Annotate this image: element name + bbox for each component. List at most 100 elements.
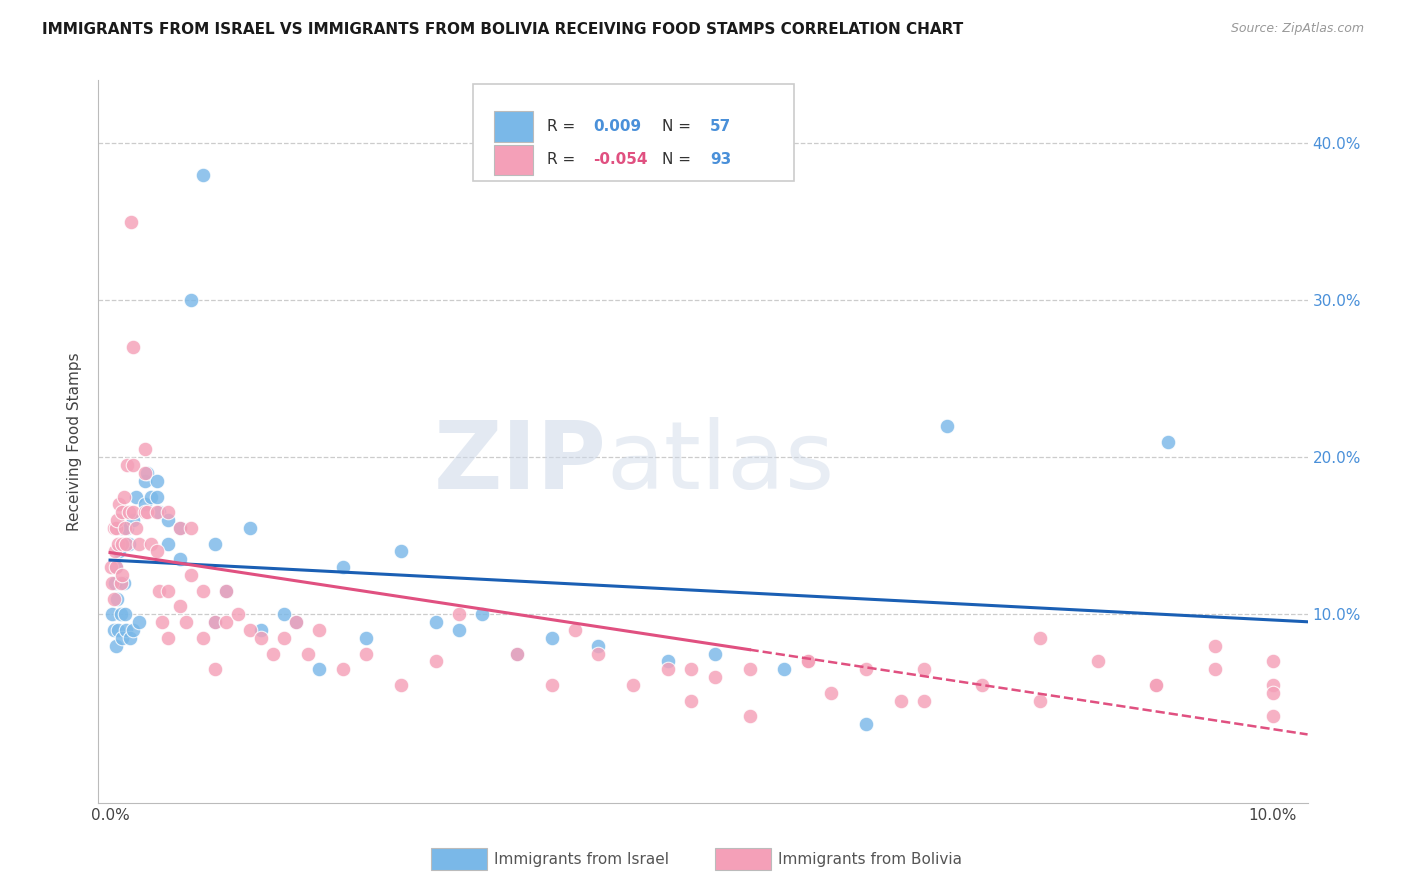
Point [112,490,135,504]
Point [101,575,124,590]
Text: 0.009: 0.009 [593,119,641,134]
Text: Immigrants from Israel: Immigrants from Israel [494,852,669,867]
Point [1261,678,1284,692]
Text: R =: R = [547,119,581,134]
Point [1087,655,1109,669]
Point [180,521,202,535]
Point [134,474,156,488]
Point [204,536,226,550]
Point [118,505,141,519]
Point [588,639,610,653]
Point [1204,639,1226,653]
Point [389,678,412,692]
Point [103,623,125,637]
Point [204,615,226,630]
Point [136,466,159,480]
Point [215,615,238,630]
Point [122,513,145,527]
Point [157,536,180,550]
Text: 93: 93 [710,153,731,168]
Point [332,662,354,676]
Point [425,655,447,669]
Point [215,583,238,598]
Bar [716,848,770,870]
Point [912,662,935,676]
Point [273,607,295,622]
Point [105,513,128,527]
Point [110,607,132,622]
Point [354,631,377,645]
Point [621,678,644,692]
Point [111,521,134,535]
Point [285,615,308,630]
Point [1144,678,1167,692]
Text: 57: 57 [710,119,731,134]
Point [134,497,156,511]
Point [1157,434,1180,449]
Point [425,615,447,630]
Point [820,686,842,700]
Text: N =: N = [662,119,696,134]
Point [447,607,470,622]
Point [1204,662,1226,676]
Point [273,631,295,645]
Bar [494,145,533,175]
Text: atlas: atlas [606,417,835,509]
Point [145,490,167,504]
Point [145,474,167,488]
Point [122,623,145,637]
Point [122,340,145,354]
Point [124,490,146,504]
Point [174,615,197,630]
Point [169,521,191,535]
Point [191,168,214,182]
Point [855,662,877,676]
Text: IMMIGRANTS FROM ISRAEL VS IMMIGRANTS FROM BOLIVIA RECEIVING FOOD STAMPS CORRELAT: IMMIGRANTS FROM ISRAEL VS IMMIGRANTS FRO… [42,22,963,37]
Point [157,505,180,519]
Point [1029,631,1052,645]
Point [117,521,139,535]
Point [105,591,128,606]
Point [204,615,226,630]
Point [139,490,162,504]
Point [250,623,273,637]
Point [540,631,562,645]
Point [564,623,586,637]
Point [103,591,125,606]
Point [108,497,131,511]
Point [150,615,173,630]
Point [128,536,150,550]
Point [703,647,725,661]
Point [111,505,134,519]
Point [148,583,170,598]
Point [936,418,959,433]
Point [114,607,136,622]
Point [169,599,191,614]
Point [657,655,679,669]
Point [122,458,145,472]
Point [104,639,127,653]
Point [104,575,127,590]
Point [107,536,129,550]
Point [239,521,262,535]
Point [215,583,238,598]
Point [180,568,202,582]
Point [890,694,912,708]
Point [1261,709,1284,723]
Point [103,521,125,535]
Point [117,458,139,472]
Point [471,607,494,622]
Bar [432,848,486,870]
Point [157,513,180,527]
Point [796,655,818,669]
Point [1144,678,1167,692]
Point [773,662,796,676]
Text: ZIP: ZIP [433,417,606,509]
Text: Source: ZipAtlas.com: Source: ZipAtlas.com [1230,22,1364,36]
Point [191,583,214,598]
Point [169,552,191,566]
Point [447,623,470,637]
Point [308,662,330,676]
Point [112,575,135,590]
Text: N =: N = [662,153,696,168]
